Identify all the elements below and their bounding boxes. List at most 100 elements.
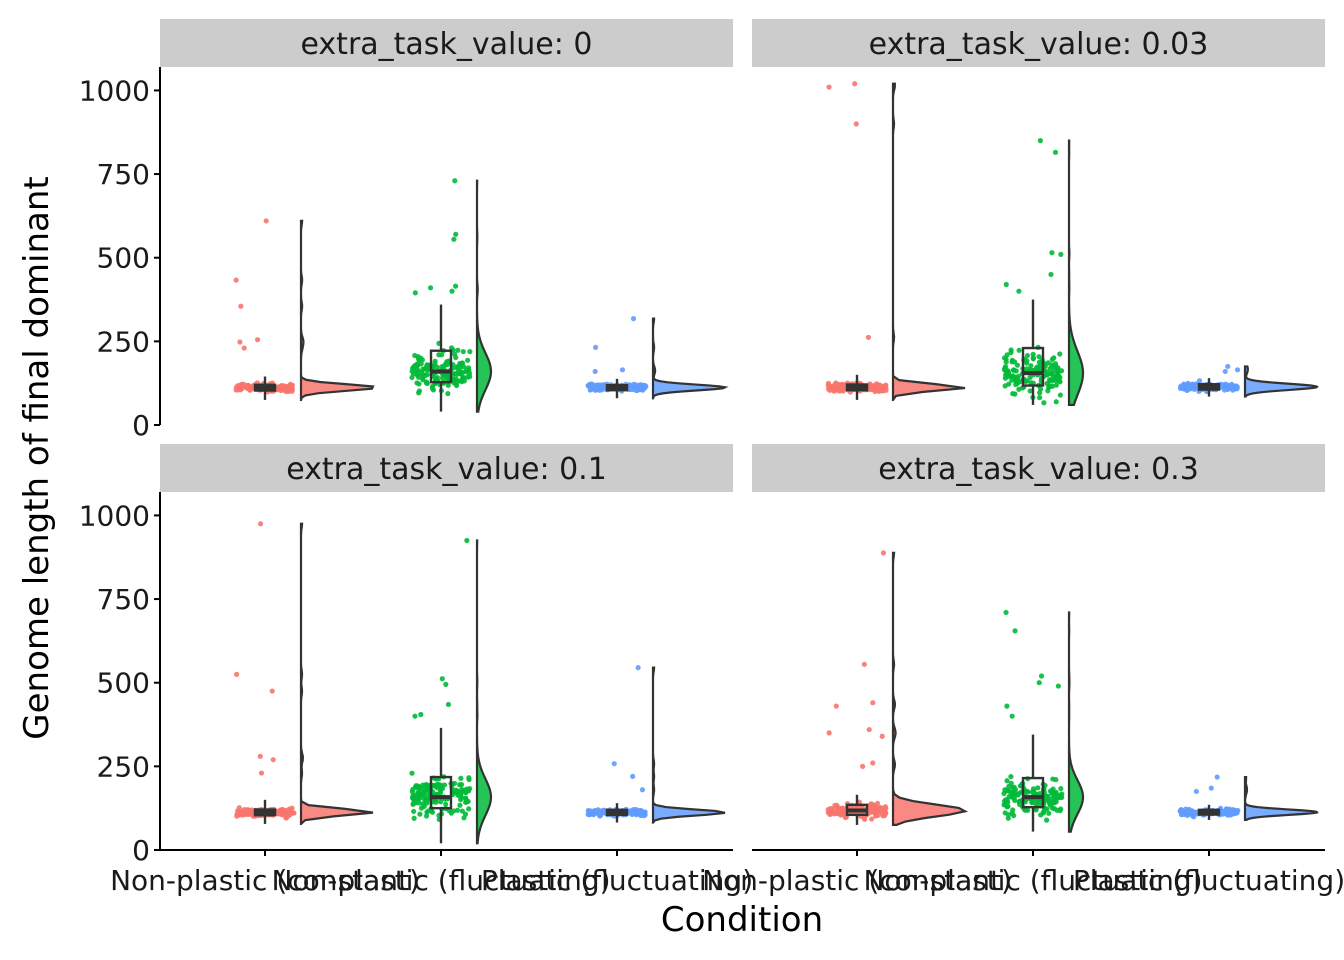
data-point [1222, 368, 1228, 375]
data-point [861, 661, 867, 667]
data-point [1009, 713, 1015, 719]
data-point [833, 380, 839, 386]
data-point [1225, 363, 1231, 370]
data-point [423, 813, 430, 819]
data-point [1012, 391, 1018, 397]
data-point [467, 349, 473, 355]
data-point [275, 810, 281, 816]
data-point [429, 809, 436, 815]
data-point [247, 384, 253, 390]
data-point [453, 379, 459, 386]
data-point [634, 387, 640, 394]
data-point [443, 801, 449, 807]
data-point [424, 380, 430, 387]
x-tick-label: Plastic (fluctuating) [481, 864, 753, 897]
half-violin [475, 539, 493, 845]
data-point [463, 369, 469, 375]
y-tick-label: 750 [97, 158, 150, 191]
data-point [1059, 794, 1065, 801]
data-point [452, 283, 459, 289]
data-point [1053, 799, 1059, 805]
x-axis-title: Condition [661, 900, 823, 940]
data-point [1214, 774, 1220, 780]
data-point [1037, 138, 1043, 144]
data-point [1022, 378, 1029, 385]
data-point [865, 334, 872, 340]
data-point [411, 808, 417, 815]
data-point [1182, 385, 1188, 391]
data-point [284, 814, 290, 820]
data-point [619, 367, 626, 373]
data-point [1050, 375, 1056, 381]
data-point [635, 665, 641, 671]
data-point [463, 786, 470, 792]
data-point [1010, 785, 1016, 791]
facet-strip [160, 444, 733, 492]
series-group [1001, 609, 1085, 833]
data-point [287, 811, 293, 817]
data-point [1230, 807, 1236, 813]
data-point [626, 382, 633, 388]
data-point [1009, 359, 1015, 365]
data-point [1208, 785, 1214, 791]
data-point [1028, 363, 1034, 369]
data-point [410, 365, 416, 371]
data-point [594, 382, 600, 389]
y-tick-label: 500 [97, 667, 150, 700]
data-point [459, 781, 465, 788]
data-point [1011, 374, 1017, 380]
data-point [1053, 777, 1059, 783]
data-point [1009, 810, 1015, 816]
y-tick-label: 250 [97, 750, 150, 783]
facet-strip-label: extra_task_value: 0.03 [869, 27, 1209, 62]
data-point [1005, 370, 1012, 376]
half-violin [299, 219, 375, 402]
series-group [585, 316, 729, 400]
data-point [466, 806, 472, 812]
data-point [236, 812, 243, 818]
data-point [1025, 789, 1031, 795]
data-point [861, 815, 867, 821]
data-point [238, 303, 244, 309]
data-point [239, 808, 245, 814]
data-point [257, 521, 264, 527]
data-point [826, 84, 832, 90]
data-point [414, 380, 420, 386]
data-point [1046, 800, 1053, 807]
data-point [1053, 382, 1059, 388]
data-point [1035, 798, 1042, 804]
data-point [853, 121, 859, 127]
data-point [418, 370, 424, 376]
data-point [1196, 378, 1203, 384]
y-tick-label: 1000 [79, 74, 150, 107]
data-point [879, 733, 885, 739]
facet-panel: extra_task_value: 0 [160, 19, 733, 413]
data-point [287, 386, 293, 392]
data-point [1012, 628, 1018, 634]
data-point [1058, 785, 1064, 792]
data-point [873, 812, 879, 818]
data-point [417, 811, 423, 817]
data-point [424, 367, 430, 373]
data-point [233, 277, 239, 283]
series-group [825, 81, 966, 402]
data-point [465, 357, 471, 363]
data-point [263, 218, 269, 224]
series-group [233, 218, 375, 402]
data-point [418, 711, 424, 718]
data-point [409, 374, 415, 381]
data-point [1004, 703, 1010, 709]
x-tick-label: Non-plastic (constant) [110, 864, 420, 897]
data-point [1229, 381, 1235, 387]
data-point [632, 807, 639, 814]
data-point [1004, 778, 1010, 784]
data-point [1016, 791, 1022, 797]
data-point [414, 784, 420, 790]
data-point [451, 351, 458, 357]
data-point [457, 796, 464, 803]
data-point [1057, 351, 1063, 357]
data-point [1046, 810, 1052, 816]
x-tick-label: Non-plastic (constant) [702, 864, 1012, 897]
data-point [1009, 792, 1016, 798]
